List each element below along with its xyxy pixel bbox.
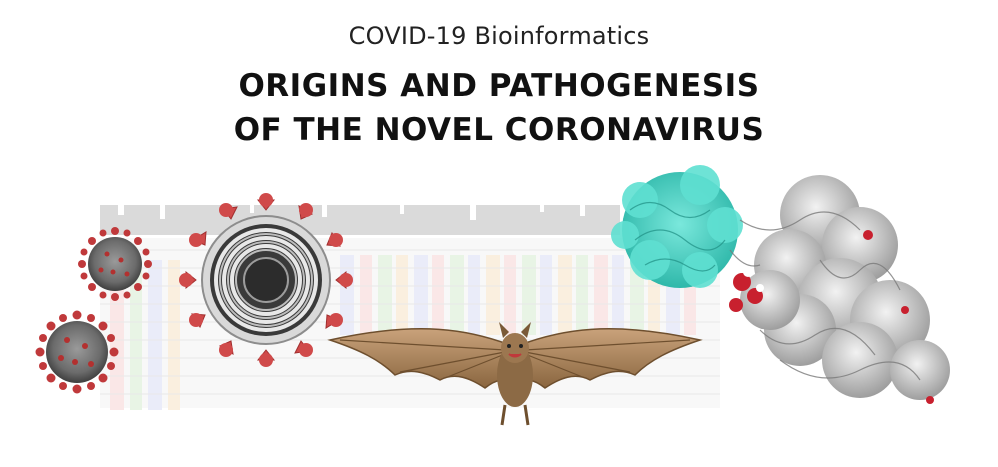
subtitle: COVID-19 Bioinformatics [348, 22, 650, 50]
title-line-1: ORIGINS AND PATHOGENESIS [238, 68, 760, 104]
illustration [35, 165, 950, 426]
coronavirus-icon [35, 310, 119, 394]
bat-icon [327, 322, 703, 426]
protein-structure-icon [729, 175, 950, 404]
coronavirus-icon [78, 227, 152, 301]
coronavirus-cross-section-icon [179, 193, 353, 367]
title-line-2: OF THE NOVEL CORONAVIRUS [233, 112, 765, 148]
protein-structure-icon [611, 165, 743, 288]
